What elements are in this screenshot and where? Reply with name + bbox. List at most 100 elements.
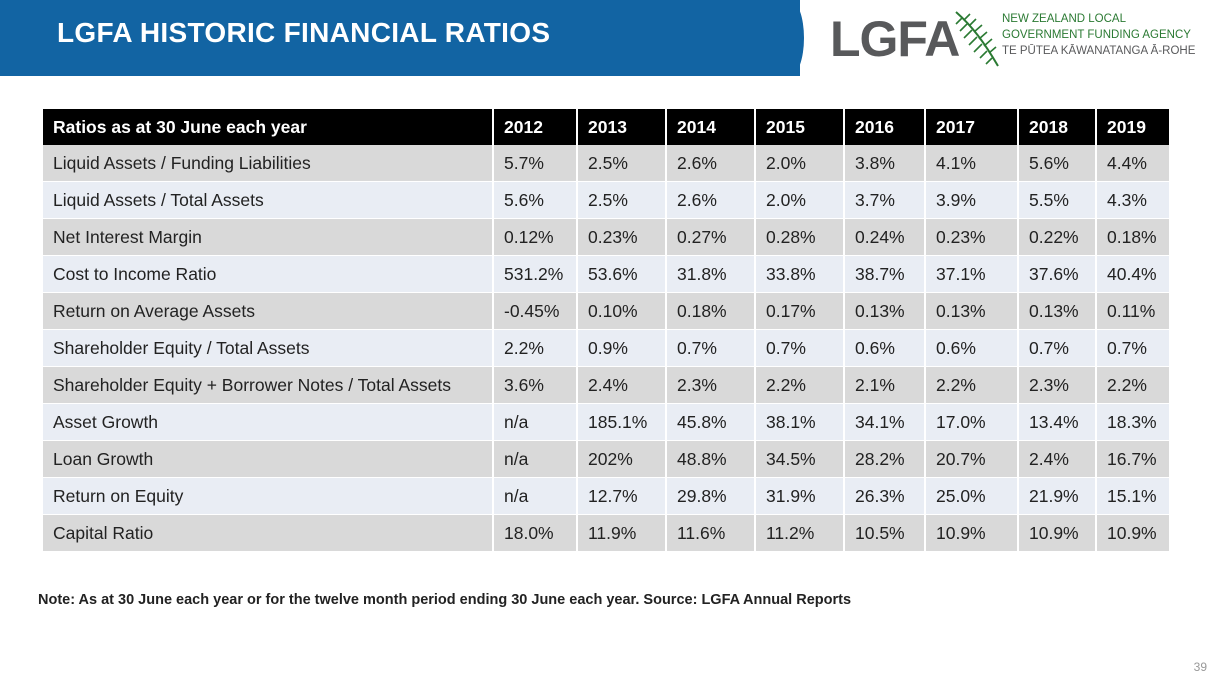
ratio-value-cell: 0.27% <box>666 218 756 256</box>
ratio-value-cell: 3.7% <box>844 181 926 219</box>
ratio-value-cell: 34.5% <box>755 440 845 478</box>
ratio-value-cell: 34.1% <box>844 403 926 441</box>
ratio-value-cell: 2.3% <box>666 366 756 404</box>
table-row: Shareholder Equity / Total Assets 2.2% 0.9… <box>43 329 1169 367</box>
ratio-value-cell: 11.6% <box>666 514 756 552</box>
ratio-value-cell: 10.9% <box>1018 514 1097 552</box>
header-cell-year: 2014 <box>666 109 756 145</box>
ratio-value-cell: 2.3% <box>1018 366 1097 404</box>
ratio-value-cell: 4.3% <box>1096 181 1169 219</box>
header-cell-year: 2019 <box>1096 109 1169 145</box>
ratio-value-cell: 38.1% <box>755 403 845 441</box>
ratio-value-cell: 0.24% <box>844 218 926 256</box>
ratio-value-cell: 0.7% <box>755 329 845 367</box>
ratio-value-cell: 2.6% <box>666 145 756 182</box>
ratio-value-cell: 0.23% <box>925 218 1019 256</box>
ratio-value-cell: n/a <box>493 403 578 441</box>
ratio-value-cell: 0.22% <box>1018 218 1097 256</box>
ratio-value-cell: 3.6% <box>493 366 578 404</box>
ratio-value-cell: n/a <box>493 440 578 478</box>
ratio-value-cell: 2.6% <box>666 181 756 219</box>
ratio-value-cell: 0.7% <box>1096 329 1169 367</box>
footnote: Note: As at 30 June each year or for the… <box>38 592 852 608</box>
table-header-row: Ratios as at 30 June each year 2012 2013 20… <box>43 109 1169 145</box>
ratio-value-cell: 20.7% <box>925 440 1019 478</box>
ratio-value-cell: 4.1% <box>925 145 1019 182</box>
ratio-value-cell: 5.5% <box>1018 181 1097 219</box>
ratio-value-cell: 53.6% <box>577 255 667 293</box>
header-cell-year: 2016 <box>844 109 926 145</box>
ratio-value-cell: 3.9% <box>925 181 1019 219</box>
ratio-value-cell: 0.6% <box>844 329 926 367</box>
ratio-value-cell: 17.0% <box>925 403 1019 441</box>
ratio-value-cell: 0.13% <box>925 292 1019 330</box>
ratio-value-cell: 25.0% <box>925 477 1019 515</box>
table-row: Cost to Income Ratio 531.2% 53.6% 31.8% 33.8… <box>43 255 1169 293</box>
ratio-value-cell: 18.0% <box>493 514 578 552</box>
ratio-value-cell: 38.7% <box>844 255 926 293</box>
ratio-value-cell: 2.2% <box>925 366 1019 404</box>
ratio-value-cell: 2.0% <box>755 181 845 219</box>
ratio-name-cell: Liquid Assets / Total Assets <box>43 181 494 219</box>
ratio-value-cell: 11.2% <box>755 514 845 552</box>
ratio-value-cell: 2.5% <box>577 145 667 182</box>
logo-line-1: NEW ZEALAND LOCAL <box>1002 13 1126 25</box>
ratio-value-cell: 16.7% <box>1096 440 1169 478</box>
ratio-name-cell: Asset Growth <box>43 403 494 441</box>
ratio-value-cell: 4.4% <box>1096 145 1169 182</box>
ratio-value-cell: n/a <box>493 477 578 515</box>
table-row: Shareholder Equity + Borrower Notes / To… <box>43 366 1169 404</box>
ratio-value-cell: 2.4% <box>577 366 667 404</box>
lgfa-logo: LGFA NEW ZEALAND LOCAL GOVERNMENT FUNDIN… <box>830 8 1200 70</box>
fern-icon <box>955 11 999 67</box>
ratio-name-cell: Net Interest Margin <box>43 218 494 256</box>
ratio-value-cell: 31.8% <box>666 255 756 293</box>
ratio-value-cell: 29.8% <box>666 477 756 515</box>
ratio-value-cell: 3.8% <box>844 145 926 182</box>
header-cell-year: 2012 <box>493 109 578 145</box>
ratio-value-cell: 10.9% <box>1096 514 1169 552</box>
ratio-value-cell: 0.6% <box>925 329 1019 367</box>
ratio-name-cell: Shareholder Equity + Borrower Notes / To… <box>43 366 494 404</box>
ratio-value-cell: 0.17% <box>755 292 845 330</box>
title-band: LGFA HISTORIC FINANCIAL RATIOS <box>0 0 804 76</box>
table-row: Return on Equity n/a 12.7% 29.8% 31.9% 26.3% 2… <box>43 477 1169 515</box>
ratio-value-cell: 48.8% <box>666 440 756 478</box>
ratio-value-cell: 40.4% <box>1096 255 1169 293</box>
ratio-value-cell: 45.8% <box>666 403 756 441</box>
ratio-value-cell: 185.1% <box>577 403 667 441</box>
ratio-value-cell: 0.18% <box>1096 218 1169 256</box>
header-cell-year: 2015 <box>755 109 845 145</box>
page-number: 39 <box>1193 660 1207 674</box>
ratio-value-cell: 10.5% <box>844 514 926 552</box>
ratio-value-cell: 531.2% <box>493 255 578 293</box>
ratio-value-cell: 202% <box>577 440 667 478</box>
table-row: Capital Ratio 18.0% 11.9% 11.6% 11.2% 10.5% 10… <box>43 514 1169 552</box>
logo-line-3: TE PŪTEA KĀWANATANGA Ā-ROHE <box>1002 45 1196 57</box>
ratio-value-cell: 0.7% <box>666 329 756 367</box>
ratio-value-cell: 12.7% <box>577 477 667 515</box>
ratio-value-cell: 15.1% <box>1096 477 1169 515</box>
ratio-value-cell: 2.0% <box>755 145 845 182</box>
ratio-value-cell: 2.5% <box>577 181 667 219</box>
table-row: Liquid Assets / Total Assets 5.6% 2.5% 2.6%… <box>43 181 1169 219</box>
header-cell-year: 2017 <box>925 109 1019 145</box>
ratio-value-cell: 26.3% <box>844 477 926 515</box>
header-cell-year: 2013 <box>577 109 667 145</box>
ratio-value-cell: 0.9% <box>577 329 667 367</box>
ratio-value-cell: 33.8% <box>755 255 845 293</box>
ratio-value-cell: 21.9% <box>1018 477 1097 515</box>
ratio-name-cell: Shareholder Equity / Total Assets <box>43 329 494 367</box>
ratio-value-cell: 5.6% <box>1018 145 1097 182</box>
ratio-value-cell: 2.2% <box>1096 366 1169 404</box>
table-row: Net Interest Margin 0.12% 0.23% 0.27% 0.28% 0… <box>43 218 1169 256</box>
ratio-value-cell: 0.11% <box>1096 292 1169 330</box>
ratio-value-cell: 0.18% <box>666 292 756 330</box>
ratio-value-cell: 0.12% <box>493 218 578 256</box>
ratio-value-cell: 0.28% <box>755 218 845 256</box>
table-row: Return on Average Assets -0.45% 0.10% 0.18%… <box>43 292 1169 330</box>
ratio-value-cell: 0.13% <box>1018 292 1097 330</box>
table-row: Asset Growth n/a 185.1% 45.8% 38.1% 34.1% 17.0… <box>43 403 1169 441</box>
ratio-value-cell: -0.45% <box>493 292 578 330</box>
ratio-value-cell: 10.9% <box>925 514 1019 552</box>
